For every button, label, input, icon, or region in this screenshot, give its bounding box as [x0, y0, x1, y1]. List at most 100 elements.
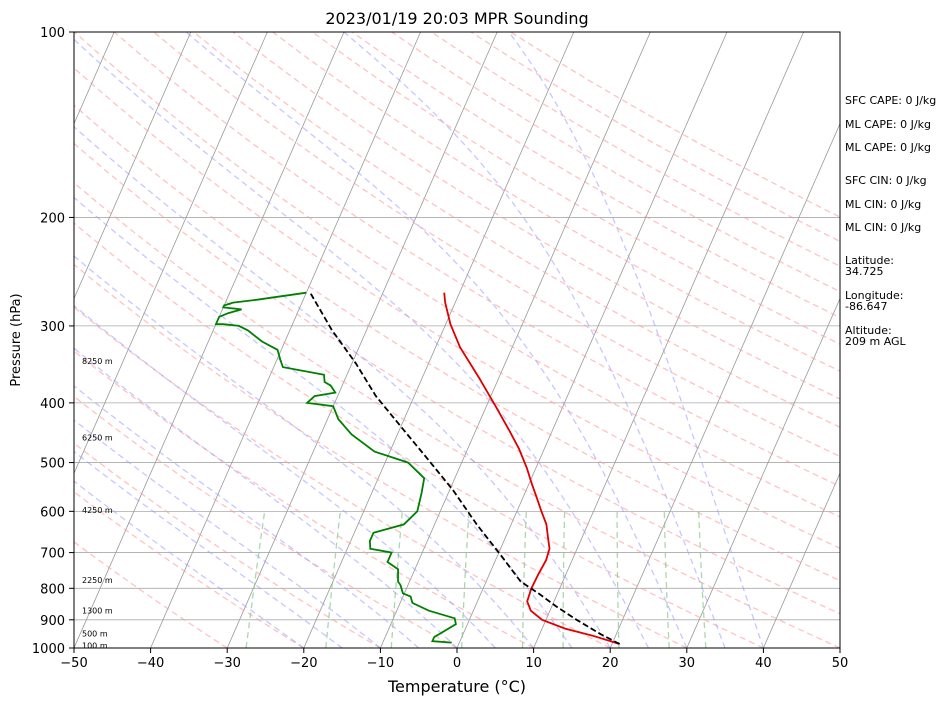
y-tick-label: 600: [40, 505, 65, 520]
x-axis-label: Temperature (°C): [387, 677, 526, 696]
info-label: SFC CAPE:: [845, 94, 902, 107]
info-value: 0 J/kg: [890, 221, 922, 234]
altitude-label: 4250 m: [82, 506, 113, 515]
dry-adiabat: [312, 32, 840, 345]
x-tick-label: −20: [290, 656, 317, 671]
y-tick-label: 300: [40, 320, 65, 335]
info-ml-cin: ML CIN: 0 J/kg: [845, 199, 921, 210]
y-tick-label: 400: [40, 397, 65, 412]
y-axis: 100 200 300 400 500 600 700 800 900 1000: [32, 26, 74, 657]
info-value: 0 J/kg: [900, 118, 931, 131]
isotherm-line: [74, 32, 192, 300]
x-tick-label: 40: [755, 656, 772, 671]
isotherm-line: [686, 297, 840, 648]
x-axis: −50 −40 −30 −20 −10 0 10 20 30 40 50: [60, 648, 848, 671]
info-latitude: Latitude: 34.725: [845, 255, 894, 277]
altitude-labels: 8250 m 6250 m 4250 m 2250 m 1300 m 500 m 100 m: [82, 357, 113, 650]
dry-adiabat: [74, 181, 840, 648]
info-sfc-cape: SFC CAPE: 0 J/kg: [845, 95, 936, 106]
dry-adiabat: [74, 350, 534, 648]
info-label: Longitude:: [845, 289, 904, 302]
data-lines: [214, 291, 621, 645]
dry-adiabat: [74, 442, 381, 648]
info-ml-cape-2: ML CAPE: 0 J/kg: [845, 142, 931, 153]
x-tick-label: 30: [679, 656, 696, 671]
y-tick-label: 700: [40, 547, 65, 562]
isotherm-line: [303, 32, 575, 648]
dry-adiabat: [74, 490, 305, 648]
isotherm-line: [150, 32, 421, 648]
dry-adiabat: [74, 32, 840, 518]
isotherm-line: [609, 122, 840, 648]
mixing-ratio-line: [245, 511, 266, 648]
info-longitude: Longitude: -86.647: [845, 290, 903, 312]
y-tick-label: 900: [40, 614, 65, 629]
moist-adiabat: [74, 385, 420, 648]
info-value: 209 m AGL: [845, 335, 906, 348]
isotherm-line: [533, 32, 804, 648]
isotherm-line: [380, 32, 651, 648]
isotherm-line: [456, 32, 728, 648]
isotherm-line: [763, 472, 840, 648]
info-ml-cape: ML CAPE: 0 J/kg: [845, 119, 931, 130]
moist-adiabat: [74, 347, 458, 648]
y-tick-label: 1000: [32, 642, 65, 657]
moist-adiabat: [74, 304, 496, 648]
background-lines: [74, 32, 840, 648]
info-sfc-cin: SFC CIN: 0 J/kg: [845, 175, 927, 186]
moist-adiabat: [74, 196, 573, 648]
info-value: 0 J/kg: [890, 198, 922, 211]
dry-adiabat: [74, 306, 611, 648]
temperature-line: [443, 292, 620, 645]
moist-adiabat: [74, 38, 650, 648]
y-tick-label: 200: [40, 211, 65, 226]
info-value: 0 J/kg: [905, 94, 937, 107]
info-ml-cin-2: ML CIN: 0 J/kg: [845, 222, 921, 233]
x-tick-label: −10: [367, 656, 394, 671]
info-label: Altitude:: [845, 324, 892, 337]
moist-adiabat: [74, 125, 611, 648]
chart-title: 2023/01/19 20:03 MPR Sounding: [325, 9, 588, 28]
dry-adiabat: [74, 67, 840, 549]
isotherm-line: [74, 32, 268, 475]
info-value: 34.725: [845, 265, 884, 278]
info-label: ML CIN:: [845, 198, 887, 211]
altitude-label: 2250 m: [82, 576, 113, 585]
dry-adiabat: [193, 32, 840, 429]
altitude-label: 100 m: [82, 641, 108, 650]
dewpoint-line: [214, 291, 457, 644]
altitude-label: 6250 m: [82, 433, 113, 442]
altitude-label: 8250 m: [82, 357, 113, 366]
info-label: ML CAPE:: [845, 118, 897, 131]
info-label: Latitude:: [845, 254, 894, 267]
altitude-label: 1300 m: [82, 607, 113, 616]
dry-adiabat: [74, 263, 688, 648]
info-value: 0 J/kg: [895, 174, 927, 187]
moist-adiabat: [508, 32, 765, 648]
dry-adiabat: [74, 104, 840, 582]
moist-adiabat: [185, 32, 688, 648]
dry-adiabat: [153, 32, 840, 458]
parcel-line: [309, 292, 621, 645]
isotherm-line: [74, 32, 345, 648]
info-altitude: Altitude: 209 m AGL: [845, 325, 906, 347]
x-tick-label: −50: [60, 656, 87, 671]
y-tick-label: 100: [40, 26, 65, 41]
info-value: -86.647: [845, 300, 888, 313]
y-axis-label: Pressure (hPa): [9, 293, 24, 386]
mixing-ratio-line: [325, 511, 341, 648]
moist-adiabat: [74, 450, 343, 648]
x-tick-label: 50: [832, 656, 849, 671]
x-tick-label: −40: [137, 656, 164, 671]
x-tick-label: 20: [602, 656, 619, 671]
dry-adiabat: [74, 395, 458, 648]
moist-adiabat: [343, 32, 726, 648]
y-tick-label: 800: [40, 582, 65, 597]
x-tick-label: 10: [525, 656, 542, 671]
info-label: ML CAPE:: [845, 141, 897, 154]
isotherm-line: [226, 32, 498, 648]
info-value: 0 J/kg: [900, 141, 931, 154]
info-label: ML CIN:: [845, 221, 887, 234]
y-tick-label: 500: [40, 457, 65, 472]
